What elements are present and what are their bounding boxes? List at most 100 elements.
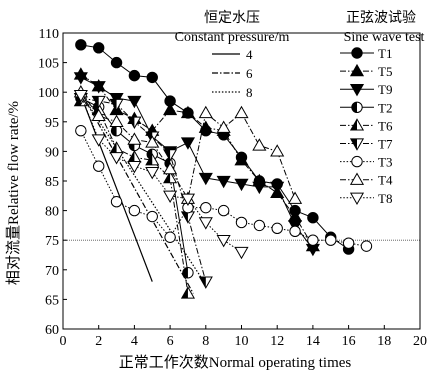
legend-constant-title-en: Constant pressure/m [175,30,290,45]
x-axis-label: 正常工作次数Normal operating times [119,354,352,371]
data-point-T4 [270,144,285,157]
data-point-T8 [163,190,178,204]
data-point-T9 [91,81,106,94]
data-point-T9 [234,178,249,192]
data-point-T3 [128,204,141,217]
data-point-T3 [235,216,248,229]
data-point-T3 [75,124,87,137]
legend-label-T3: T3 [378,155,392,170]
data-point-T3 [271,222,283,235]
data-point-T6 [127,150,142,163]
data-point-T9 [127,95,142,109]
x-tick-label: 12 [270,334,284,349]
x-tick-label: 8 [202,334,209,349]
legend-label-8: 8 [246,85,253,100]
series-T3 [75,124,373,252]
legend-label-T5: T5 [378,64,392,79]
y-tick-label: 90 [45,145,59,160]
data-point-T6 [109,141,124,154]
data-point-T3 [289,225,301,238]
legend-marker-T4 [349,172,365,185]
data-point-T3 [200,201,212,214]
data-point-T8 [198,217,213,230]
data-point-T7 [127,116,142,130]
data-point-T9 [270,181,285,195]
data-point-T9 [180,137,196,150]
data-point-T1 [110,56,123,69]
legend-sine-title-en: Sine wave test [344,30,425,45]
plot-series [73,39,373,299]
y-tick-label: 100 [38,86,59,101]
data-point-T6 [163,170,178,184]
data-point-T4 [198,105,213,119]
legend-label-T6: T6 [378,118,393,133]
legend-label-T7: T7 [378,137,393,152]
data-point-T8 [109,152,124,165]
data-point-T3 [217,204,230,217]
data-point-T3 [325,234,337,246]
data-point-T3 [253,219,266,232]
x-tick-label: 14 [306,334,320,349]
x-tick-label: 0 [60,334,67,349]
x-tick-label: 6 [167,334,174,349]
data-point-T4 [127,132,142,145]
series-line-T8 [80,94,242,253]
data-point-T1 [146,71,158,84]
legend-sine-title-cn: 正弦波试验 [346,10,416,26]
legend-marker-T3 [351,155,363,168]
data-point-T3 [307,234,319,246]
data-point-T1 [75,39,87,51]
legend-label-4: 4 [246,47,253,62]
data-point-T6 [145,153,160,166]
data-point-T5 [163,102,178,116]
legend-marker-T5 [349,63,365,77]
data-point-T9 [216,175,231,189]
data-point-T4 [91,108,106,122]
legend-marker-T8 [349,192,365,206]
legend-marker-T9 [349,84,365,97]
y-tick-label: 85 [45,175,59,190]
x-tick-label: 16 [342,334,356,349]
y-tick-label: 80 [45,205,59,220]
data-point-T8 [180,193,196,206]
data-point-T5 [180,105,196,119]
series-line-T1 [80,44,349,250]
legend: 恒定水压 Constant pressure/m 正弦波试验 Sine wave… [175,10,425,206]
y-tick-label: 105 [38,57,59,72]
x-tick-label: 20 [413,334,427,349]
data-point-T3 [164,231,176,243]
legend-label-T8: T8 [378,191,392,206]
data-point-T4 [145,135,160,148]
data-point-T1 [93,42,105,54]
y-tick-label: 110 [39,27,59,42]
data-point-T4 [216,120,231,133]
legend-label-T1: T1 [378,46,392,61]
y-tick-label: 70 [45,264,59,279]
constant-pressure-line-8 [80,93,207,285]
data-point-T3 [110,196,123,208]
data-point-T4 [287,191,303,204]
data-point-T7 [163,149,178,162]
y-axis-label: 相对流量Relative flow rate/% [5,101,22,285]
data-point-T4 [234,105,249,119]
data-point-T8 [91,134,106,147]
legend-marker-T7 [349,138,365,151]
y-tick-label: 65 [45,293,59,308]
data-point-T7 [180,211,196,224]
data-point-T8 [216,235,231,248]
x-tick-label: 4 [131,334,138,349]
data-point-T3 [342,237,355,249]
plot-axes: 0 2 4 6 8 10 12 14 16 18 20 60 65 70 75 80 85 90 95 100 105 1… [38,27,427,349]
data-point-T6 [180,286,196,299]
legend-marker-T6 [349,118,365,131]
x-tick-label: 2 [95,334,102,349]
legend-label-6: 6 [246,66,253,81]
data-point-T4 [109,114,124,127]
data-point-T9 [252,181,267,195]
data-point-T9 [198,172,213,186]
data-point-T2 [110,124,123,137]
legend-constant-title-cn: 恒定水压 [204,10,260,26]
constant-pressure-line-6 [80,91,194,294]
data-point-T5 [234,153,249,166]
